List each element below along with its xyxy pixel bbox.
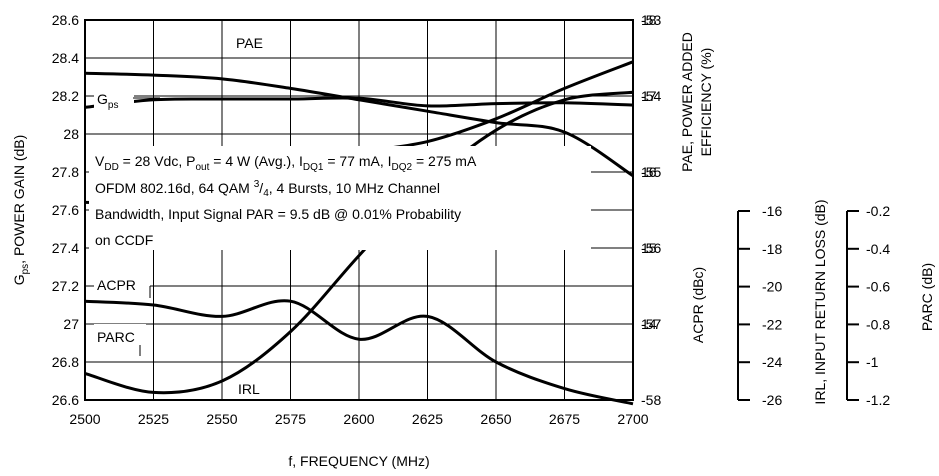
x-axis-title: f, FREQUENCY (MHz) (288, 453, 429, 469)
left-axis: 28.6 28.4 28.2 28 27.8 27.6 27.4 27.2 27 26.8 26.6 (52, 12, 79, 408)
pae-tick-label: 14 (641, 316, 657, 332)
left-tick-label: 26.6 (52, 392, 79, 408)
x-tick-label: 2675 (549, 411, 580, 427)
irl-axis-title: IRL, INPUT RETURN LOSS (dB) (812, 199, 828, 404)
acpr-tick-label: -58 (641, 392, 661, 408)
acpr-tick-label: -55 (641, 164, 661, 180)
parc-axis-tick-label: -0.6 (866, 279, 890, 295)
irl-axis-tick-label: -26 (762, 392, 782, 408)
parc-axis-title: PARC (dB) (919, 263, 935, 331)
left-axis-title-g: G (11, 274, 27, 285)
parc-label-background (94, 324, 146, 346)
parc-axis-tick-label: -1 (866, 354, 879, 370)
pae-label-background (226, 31, 272, 53)
pae-tick-label: 15 (641, 240, 657, 256)
pae-axis-title-2: EFFICIENCY (%) (698, 48, 714, 157)
irl-curve-label: IRL (238, 381, 260, 397)
left-tick-label: 27.2 (52, 278, 79, 294)
x-tick-label: 2700 (617, 411, 648, 427)
annotation-line-4: on CCDF (95, 232, 153, 248)
left-tick-label: 28.2 (52, 88, 79, 104)
left-tick-label: 28.6 (52, 12, 79, 28)
left-tick-label: 27.6 (52, 202, 79, 218)
curves (84, 60, 634, 406)
right-axis-pae-acpr: 18 17 16 15 14 -53 -54 -55 -56 -57 -58 (641, 12, 661, 408)
left-tick-label: 28.4 (52, 50, 79, 66)
parc-curve-label: PARC (97, 329, 135, 345)
acpr-tick-label: -54 (641, 88, 661, 104)
annotation-background (89, 146, 591, 250)
x-tick-label: 2650 (480, 411, 511, 427)
irl-axis-tick-label: -24 (762, 354, 782, 370)
x-tick-label: 2550 (206, 411, 237, 427)
parc-axis-tick-label: -0.4 (866, 241, 890, 257)
annotation-line-1: VDD = 28 Vdc, Pout = 4 W (Avg.), IDQ1 = … (95, 153, 477, 173)
x-tick-label: 2500 (69, 411, 100, 427)
parc-axis-tick-label: -0.8 (866, 316, 890, 332)
left-tick-label: 27 (63, 316, 79, 332)
x-axis: 2500 2525 2550 2575 2600 2625 2650 2675 2700 (69, 411, 648, 427)
parc-axis: -0.2 -0.4 -0.6 -0.8 -1 -1.2 (846, 203, 890, 408)
series-gps-line (84, 71, 634, 178)
parc-axis-tick-label: -0.2 (866, 203, 890, 219)
annotation-line-3: Bandwidth, Input Signal PAR = 9.5 dB @ 0… (95, 206, 461, 222)
pae-tick-label: 17 (641, 88, 657, 104)
x-tick-label: 2625 (412, 411, 443, 427)
x-tick-label: 2575 (275, 411, 306, 427)
pae-axis-title-1: PAE, POWER ADDED (679, 32, 695, 172)
series-irl-line (84, 90, 634, 395)
irl-axis-tick-label: -20 (762, 279, 782, 295)
parc-axis-tick-label: -1.2 (866, 392, 890, 408)
plot-frame (84, 19, 634, 401)
acpr-curve-label: ACPR (97, 277, 136, 293)
acpr-label-background (94, 272, 150, 294)
x-tick-label: 2600 (343, 411, 374, 427)
left-axis-title-sub: ps (20, 264, 31, 275)
irl-label-background (234, 377, 270, 399)
acpr-axis-title: ACPR (dBc) (690, 267, 706, 343)
left-tick-label: 28 (63, 126, 79, 142)
pae-curve-label: PAE (236, 35, 263, 51)
left-axis-title: Gps, POWER GAIN (dB) (11, 135, 31, 286)
left-axis-title-rest: , POWER GAIN (dB) (11, 135, 27, 264)
gps-curve-label: Gps (97, 91, 118, 111)
annotation-line-2: OFDM 802.16d, 64 QAM 3/4, 4 Bursts, 10 M… (95, 179, 440, 199)
pae-tick-label: 18 (641, 12, 657, 28)
pae-tick-label: 16 (641, 164, 657, 180)
irl-axis: -16 -18 -20 -22 -24 -26 (737, 203, 782, 408)
left-tick-label: 27.8 (52, 164, 79, 180)
irl-axis-tick-label: -16 (762, 203, 782, 219)
gps-label-background (94, 86, 134, 112)
acpr-tick-label: -57 (641, 316, 661, 332)
acpr-tick-label: -53 (641, 12, 661, 28)
irl-axis-tick-label: -22 (762, 316, 782, 332)
series-parc-line (84, 299, 634, 406)
irl-axis-tick-label: -18 (762, 241, 782, 257)
left-tick-label: 26.8 (52, 354, 79, 370)
x-tick-label: 2525 (138, 411, 169, 427)
left-tick-label: 27.4 (52, 240, 79, 256)
acpr-tick-label: -56 (641, 240, 661, 256)
